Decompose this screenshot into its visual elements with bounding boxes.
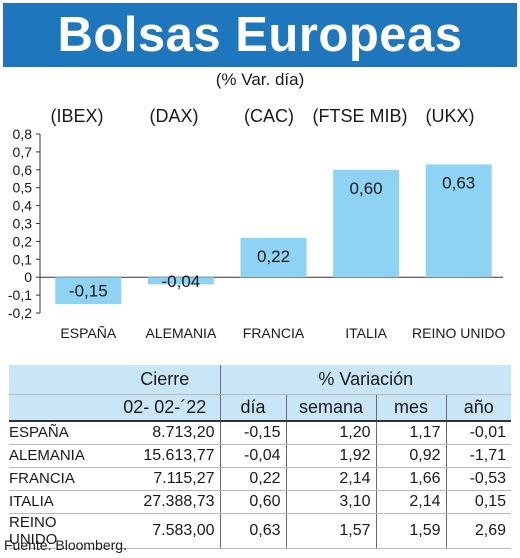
- x-tick-label: ITALIA: [345, 325, 387, 341]
- row-semana: 1,20: [285, 421, 376, 445]
- x-tick-label: ALEMANIA: [145, 325, 216, 341]
- bar-chart: 0,8 0,7 0,6 0,5 0,4 0,30,2 0,1 0 -0,1 -0,2 -0,15 ES…: [8, 126, 506, 341]
- bar: [425, 164, 492, 278]
- row-mes: 1,66: [375, 467, 446, 491]
- bar-value-label: 0,63: [442, 173, 475, 192]
- row-dia: 0,22: [219, 467, 286, 491]
- header-dia: día: [219, 394, 286, 422]
- source-note: Fuente: Bloomberg.: [4, 537, 127, 553]
- row-semana: 1,57: [285, 513, 376, 549]
- y-tick-label: 0,2: [13, 233, 33, 249]
- index-label-cac: (CAC): [244, 106, 294, 126]
- y-tick-label: 0,5: [13, 180, 33, 196]
- row-semana: 2,14: [285, 467, 376, 491]
- row-cierre: 7.583,00: [110, 513, 220, 549]
- index-label-ibex: (IBEX): [50, 106, 104, 126]
- bar-value-label: 0,60: [350, 179, 383, 198]
- row-cierre: 27.388,73: [110, 490, 220, 514]
- row-semana: 1,92: [285, 444, 376, 468]
- table-row: FRANCIA 7.115,27 0,22 2,14 1,66 -0,53: [9, 467, 512, 491]
- row-country: REINO UNIDO: [9, 513, 110, 549]
- row-cierre: 8.713,20: [110, 421, 220, 445]
- header-date: 02- 02-´22: [110, 394, 220, 422]
- bar-value-label: -0,04: [162, 272, 201, 291]
- row-dia: -0,04: [219, 444, 286, 468]
- y-tick-label: 0,4: [13, 198, 33, 214]
- index-label-ukx: (UKX): [425, 106, 475, 126]
- title-banner: Bolsas Europeas: [3, 3, 517, 67]
- header-semana: semana: [285, 394, 376, 422]
- table-row: ALEMANIA 15.613,77 -0,04 1,92 0,92 -1,71: [9, 444, 512, 468]
- row-ano: -0,53: [445, 467, 512, 491]
- bar-value-label: -0,15: [69, 282, 108, 301]
- bar: [240, 237, 307, 278]
- y-tick-label: 0,8: [13, 126, 33, 142]
- data-table: Cierre % Variación 02- 02-´22 día semana…: [9, 365, 512, 549]
- chart-title: Bolsas Europeas: [57, 8, 463, 62]
- x-tick-label: FRANCIA: [243, 325, 305, 341]
- row-mes: 2,14: [375, 490, 446, 514]
- row-country: ITALIA: [9, 490, 110, 514]
- table-row: ESPAÑA 8.713,20 -0,15 1,20 1,17 -0,01: [9, 421, 512, 445]
- header-cierre: Cierre: [110, 365, 220, 395]
- y-tick-label: 0,3: [13, 216, 33, 232]
- header-variacion: % Variación: [219, 365, 512, 395]
- row-ano: -1,71: [445, 444, 512, 468]
- y-tick-label: 0: [24, 269, 32, 285]
- index-label-ftse-mib: (FTSE MIB): [312, 106, 408, 126]
- row-ano: 2,69: [445, 513, 512, 549]
- y-tick-label: 0,7: [13, 144, 33, 160]
- row-cierre: 15.613,77: [110, 444, 220, 468]
- y-tick-label: -0,2: [8, 305, 32, 321]
- row-mes: 0,92: [375, 444, 446, 468]
- row-ano: -0,01: [445, 421, 512, 445]
- header-ano: año: [445, 394, 512, 422]
- index-label-dax: (DAX): [149, 106, 199, 126]
- x-tick-label: REINO UNIDO: [412, 325, 505, 341]
- row-mes: 1,59: [375, 513, 446, 549]
- row-country: FRANCIA: [9, 467, 110, 491]
- bar: [333, 169, 400, 278]
- row-mes: 1,17: [375, 421, 446, 445]
- x-tick-label: ESPAÑA: [60, 325, 116, 341]
- bar: [55, 277, 122, 305]
- row-country: ALEMANIA: [9, 444, 110, 468]
- chart-subtitle: (% Var. día): [215, 70, 305, 89]
- row-dia: 0,60: [219, 490, 286, 514]
- table-row: REINO UNIDO 7.583,00 0,63 1,57 1,59 2,69: [9, 513, 512, 549]
- header-blank: [9, 365, 110, 395]
- row-ano: 0,15: [445, 490, 512, 514]
- row-dia: 0,63: [219, 513, 286, 549]
- y-tick-label: 0,6: [13, 162, 33, 178]
- bar: [147, 277, 214, 285]
- header-mes: mes: [375, 394, 446, 422]
- y-tick-label: -0,1: [8, 287, 32, 303]
- header-blank-2: [9, 394, 110, 422]
- y-tick-label: 0,1: [13, 251, 33, 267]
- bar-value-label: 0,22: [257, 247, 290, 266]
- table-row: ITALIA 27.388,73 0,60 3,10 2,14 0,15: [9, 490, 512, 514]
- row-cierre: 7.115,27: [110, 467, 220, 491]
- row-country: ESPAÑA: [9, 421, 110, 445]
- row-dia: -0,15: [219, 421, 286, 445]
- row-semana: 3,10: [285, 490, 376, 514]
